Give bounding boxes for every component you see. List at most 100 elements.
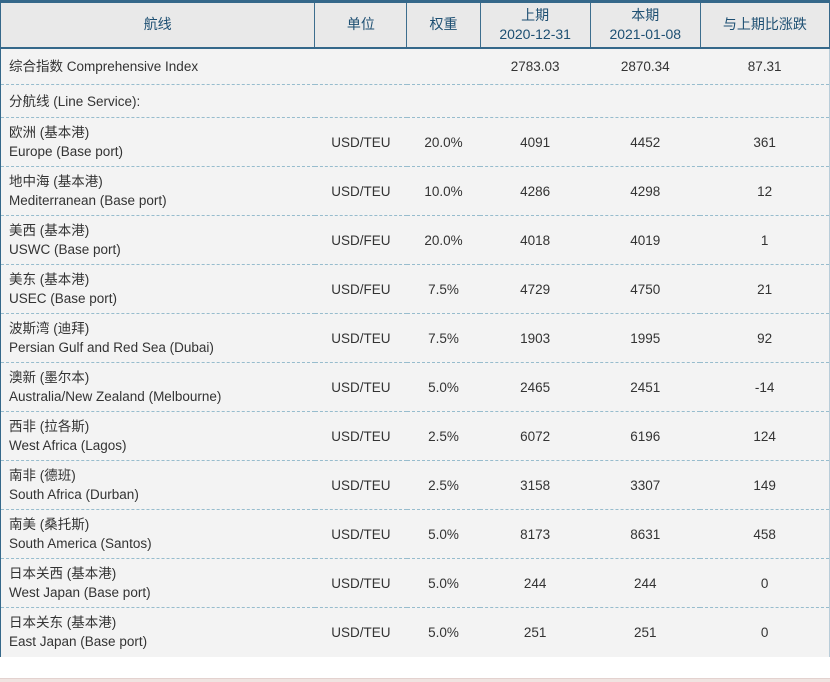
current-cell: 2451	[630, 379, 661, 395]
unit-cell	[315, 48, 407, 85]
column-header-current-label: 本期	[631, 6, 660, 23]
change-cell: 12	[757, 183, 773, 199]
table-row: 澳新 (墨尔本) Australia/New Zealand (Melbourn…	[0, 363, 830, 412]
previous-cell: 4286	[520, 183, 551, 199]
table-row: 南非 (德班) South Africa (Durban) USD/TEU 2.…	[0, 461, 830, 510]
section-label-cell: 分航线 (Line Service):	[9, 93, 141, 109]
previous-cell: 2465	[520, 379, 551, 395]
table-row: 西非 (拉各斯) West Africa (Lagos) USD/TEU 2.5…	[0, 412, 830, 461]
route-name-zh: 西非 (拉各斯)	[9, 419, 90, 434]
unit-cell: USD/TEU	[331, 183, 391, 199]
route-name-en: West Japan (Base port)	[9, 585, 151, 600]
weight-cell: 5.0%	[428, 379, 459, 395]
column-header-current-date: 2021-01-08	[609, 25, 682, 42]
current-cell: 4750	[630, 281, 661, 297]
change-cell: 361	[753, 134, 776, 150]
route-name-zh: 欧洲 (基本港)	[9, 125, 90, 140]
current-cell: 1995	[630, 330, 661, 346]
route-name-zh: 南非 (德班)	[9, 468, 76, 483]
unit-cell: USD/TEU	[331, 428, 391, 444]
route-cell: 南美 (桑托斯) South America (Santos)	[1, 510, 315, 559]
current-cell: 4298	[630, 183, 661, 199]
route-name-zh: 南美 (桑托斯)	[9, 517, 90, 532]
previous-cell: 6072	[520, 428, 551, 444]
route-name-en: East Japan (Base port)	[9, 634, 148, 650]
unit-cell: USD/TEU	[331, 330, 391, 346]
route-name-zh: 日本关西 (基本港)	[9, 566, 117, 581]
current-cell: 251	[633, 624, 657, 640]
column-header-previous-label: 上期	[521, 6, 550, 23]
previous-cell: 4018	[520, 232, 551, 248]
weight-cell	[407, 85, 480, 118]
route-cell: 地中海 (基本港) Mediterranean (Base port)	[1, 167, 315, 216]
weight-cell: 5.0%	[428, 624, 459, 640]
change-cell: 0	[760, 575, 769, 591]
table-row: 美西 (基本港) USWC (Base port) USD/FEU 20.0% …	[0, 216, 830, 265]
route-cell: 美东 (基本港) USEC (Base port)	[1, 265, 315, 314]
unit-cell: USD/TEU	[331, 134, 391, 150]
previous-cell: 3158	[520, 477, 551, 493]
summary-row: 综合指数 Comprehensive Index 2783.03 2870.34…	[0, 48, 830, 85]
unit-cell: USD/TEU	[331, 526, 391, 542]
current-cell: 6196	[630, 428, 661, 444]
route-name-en: South Africa (Durban)	[9, 487, 139, 502]
change-cell: 458	[753, 526, 776, 542]
column-header-previous-date: 2020-12-31	[499, 25, 571, 42]
route-name-zh: 地中海 (基本港)	[9, 174, 103, 189]
unit-cell: USD/FEU	[331, 281, 391, 297]
weight-cell: 7.5%	[428, 281, 459, 297]
previous-cell: 4091	[520, 134, 551, 150]
current-cell: 8631	[630, 526, 661, 542]
table-row: 欧洲 (基本港) Europe (Base port) USD/TEU 20.0…	[0, 118, 830, 167]
table-row: 南美 (桑托斯) South America (Santos) USD/TEU …	[0, 510, 830, 559]
route-cell: 西非 (拉各斯) West Africa (Lagos)	[1, 412, 315, 461]
column-header-change-label: 与上期比涨跌	[722, 16, 807, 33]
change-cell: 1	[760, 232, 769, 248]
section-row: 分航线 (Line Service):	[0, 85, 830, 118]
column-header-route-label: 航线	[143, 16, 172, 33]
previous-cell: 4729	[520, 281, 551, 297]
table-row: 日本关西 (基本港) West Japan (Base port) USD/TE…	[0, 559, 830, 608]
column-header-unit: 单位	[314, 1, 407, 49]
unit-cell	[315, 85, 407, 118]
route-name-en: USEC (Base port)	[9, 291, 118, 306]
table-row: 日本关东 (基本港) East Japan (Base port) USD/TE…	[1, 608, 830, 657]
weight-cell: 5.0%	[428, 526, 459, 542]
previous-cell: 8173	[520, 526, 551, 542]
change-cell: 87.31	[747, 58, 782, 74]
route-name-en: Australia/New Zealand (Melbourne)	[9, 389, 222, 404]
route-name-en: Persian Gulf and Red Sea (Dubai)	[9, 340, 214, 355]
route-name-en: USWC (Base port)	[9, 242, 121, 257]
current-cell: 3307	[630, 477, 661, 493]
table-row: 地中海 (基本港) Mediterranean (Base port) USD/…	[0, 167, 830, 216]
previous-cell: 2783.03	[510, 58, 560, 74]
weight-cell: 10.0%	[424, 183, 463, 199]
change-cell: 92	[757, 330, 773, 346]
route-name-zh: 美东 (基本港)	[9, 272, 90, 287]
change-cell	[700, 85, 829, 118]
table-row: 美东 (基本港) USEC (Base port) USD/FEU 7.5% 4…	[0, 265, 830, 314]
column-header-unit-label: 单位	[346, 16, 375, 33]
column-header-change: 与上期比涨跌	[699, 1, 830, 49]
route-cell: 美西 (基本港) USWC (Base port)	[1, 216, 315, 265]
change-cell: 0	[760, 624, 769, 640]
route-name-en: West Africa (Lagos)	[9, 438, 127, 453]
unit-cell: USD/TEU	[331, 575, 391, 591]
summary-label-cell: 综合指数 Comprehensive Index	[9, 58, 199, 74]
change-cell: 21	[757, 281, 773, 297]
weight-cell: 20.0%	[424, 232, 463, 248]
route-name-en: Europe (Base port)	[9, 144, 124, 159]
route-name-en: Mediterranean (Base port)	[9, 193, 167, 208]
previous-cell: 244	[523, 575, 547, 591]
change-cell: 124	[753, 428, 776, 444]
previous-cell	[480, 85, 590, 118]
current-cell: 244	[633, 575, 657, 591]
column-header-current: 本期 2021-01-08	[589, 1, 701, 49]
weight-cell: 20.0%	[424, 134, 463, 150]
previous-cell: 251	[523, 624, 547, 640]
unit-cell: USD/TEU	[331, 379, 391, 395]
column-header-weight-label: 权重	[429, 16, 458, 33]
bottom-strip	[0, 678, 830, 682]
column-header-weight: 权重	[406, 1, 481, 49]
